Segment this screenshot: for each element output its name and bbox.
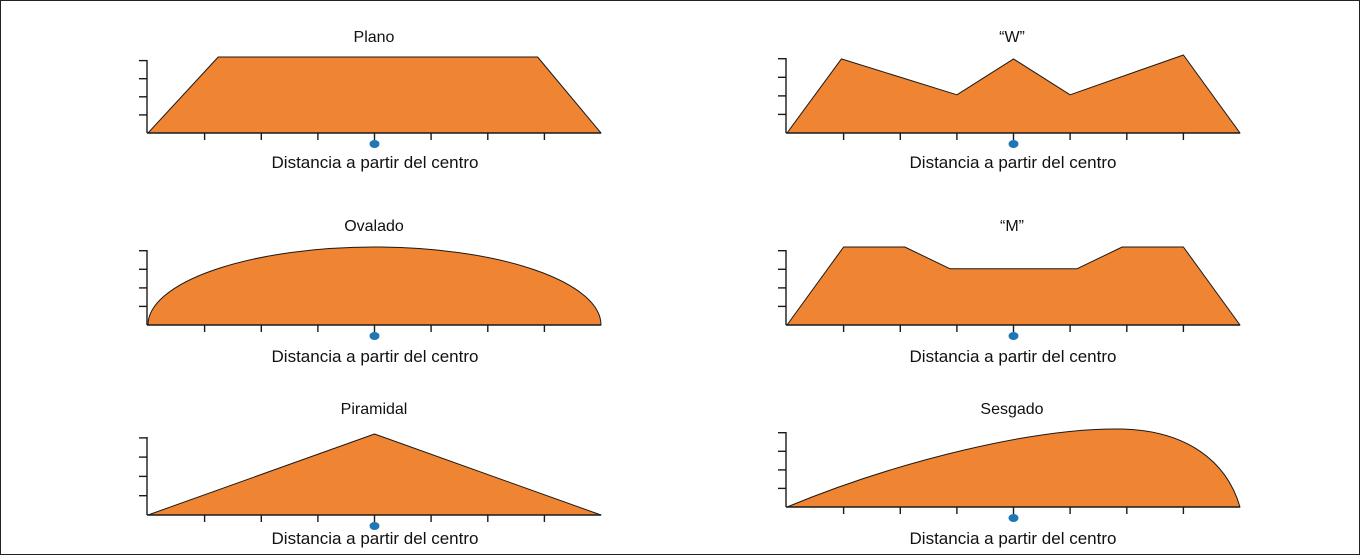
x-axis-label-piramidal: Distancia a partir del centro: [272, 529, 479, 548]
panel-title-sesgado: Sesgado: [980, 401, 1043, 418]
panel-piramidal: Piramidal Distancia a partir del centro: [139, 401, 602, 548]
panel-title-piramidal: Piramidal: [341, 401, 408, 418]
center-marker-plano: [369, 140, 380, 148]
x-axis-label-w: Distancia a partir del centro: [910, 153, 1117, 172]
profile-shape-plano: [147, 56, 602, 134]
profile-shape-m: [786, 246, 1241, 326]
axes-piramidal: [139, 437, 601, 522]
center-marker-w: [1008, 140, 1019, 148]
profile-shape-w: [786, 54, 1241, 134]
center-marker-m: [1008, 332, 1019, 340]
x-axis-label-plano: Distancia a partir del centro: [272, 153, 479, 172]
profile-shape-piramidal: [147, 433, 602, 516]
center-marker-piramidal: [369, 522, 380, 530]
profile-shape-ovalado: [147, 246, 602, 326]
x-axis-label-ovalado: Distancia a partir del centro: [272, 347, 479, 366]
center-marker-sesgado: [1008, 514, 1019, 522]
center-marker-ovalado: [369, 332, 380, 340]
axes-m: [778, 249, 1240, 332]
axes-plano: [139, 59, 601, 140]
panel-ovalado: Ovalado Distancia a partir del centro: [139, 218, 602, 366]
axes-ovalado: [139, 249, 601, 332]
x-axis-label-m: Distancia a partir del centro: [910, 347, 1117, 366]
panel-sesgado: Sesgado Distancia a partir del centro: [778, 401, 1241, 548]
panel-w: “W” Distancia a partir del centro: [778, 29, 1241, 172]
panel-title-m: “M”: [1000, 218, 1024, 235]
panel-plano: Plano Distancia a partir del centro: [139, 29, 602, 172]
panel-title-plano: Plano: [354, 29, 395, 46]
axes-w: [778, 58, 1240, 140]
panel-title-w: “W”: [999, 29, 1025, 46]
profile-shape-sesgado: [786, 428, 1241, 508]
panel-title-ovalado: Ovalado: [344, 218, 404, 235]
panel-m: “M” Distancia a partir del centro: [778, 218, 1241, 366]
x-axis-label-sesgado: Distancia a partir del centro: [910, 529, 1117, 548]
axes-sesgado: [778, 432, 1240, 514]
